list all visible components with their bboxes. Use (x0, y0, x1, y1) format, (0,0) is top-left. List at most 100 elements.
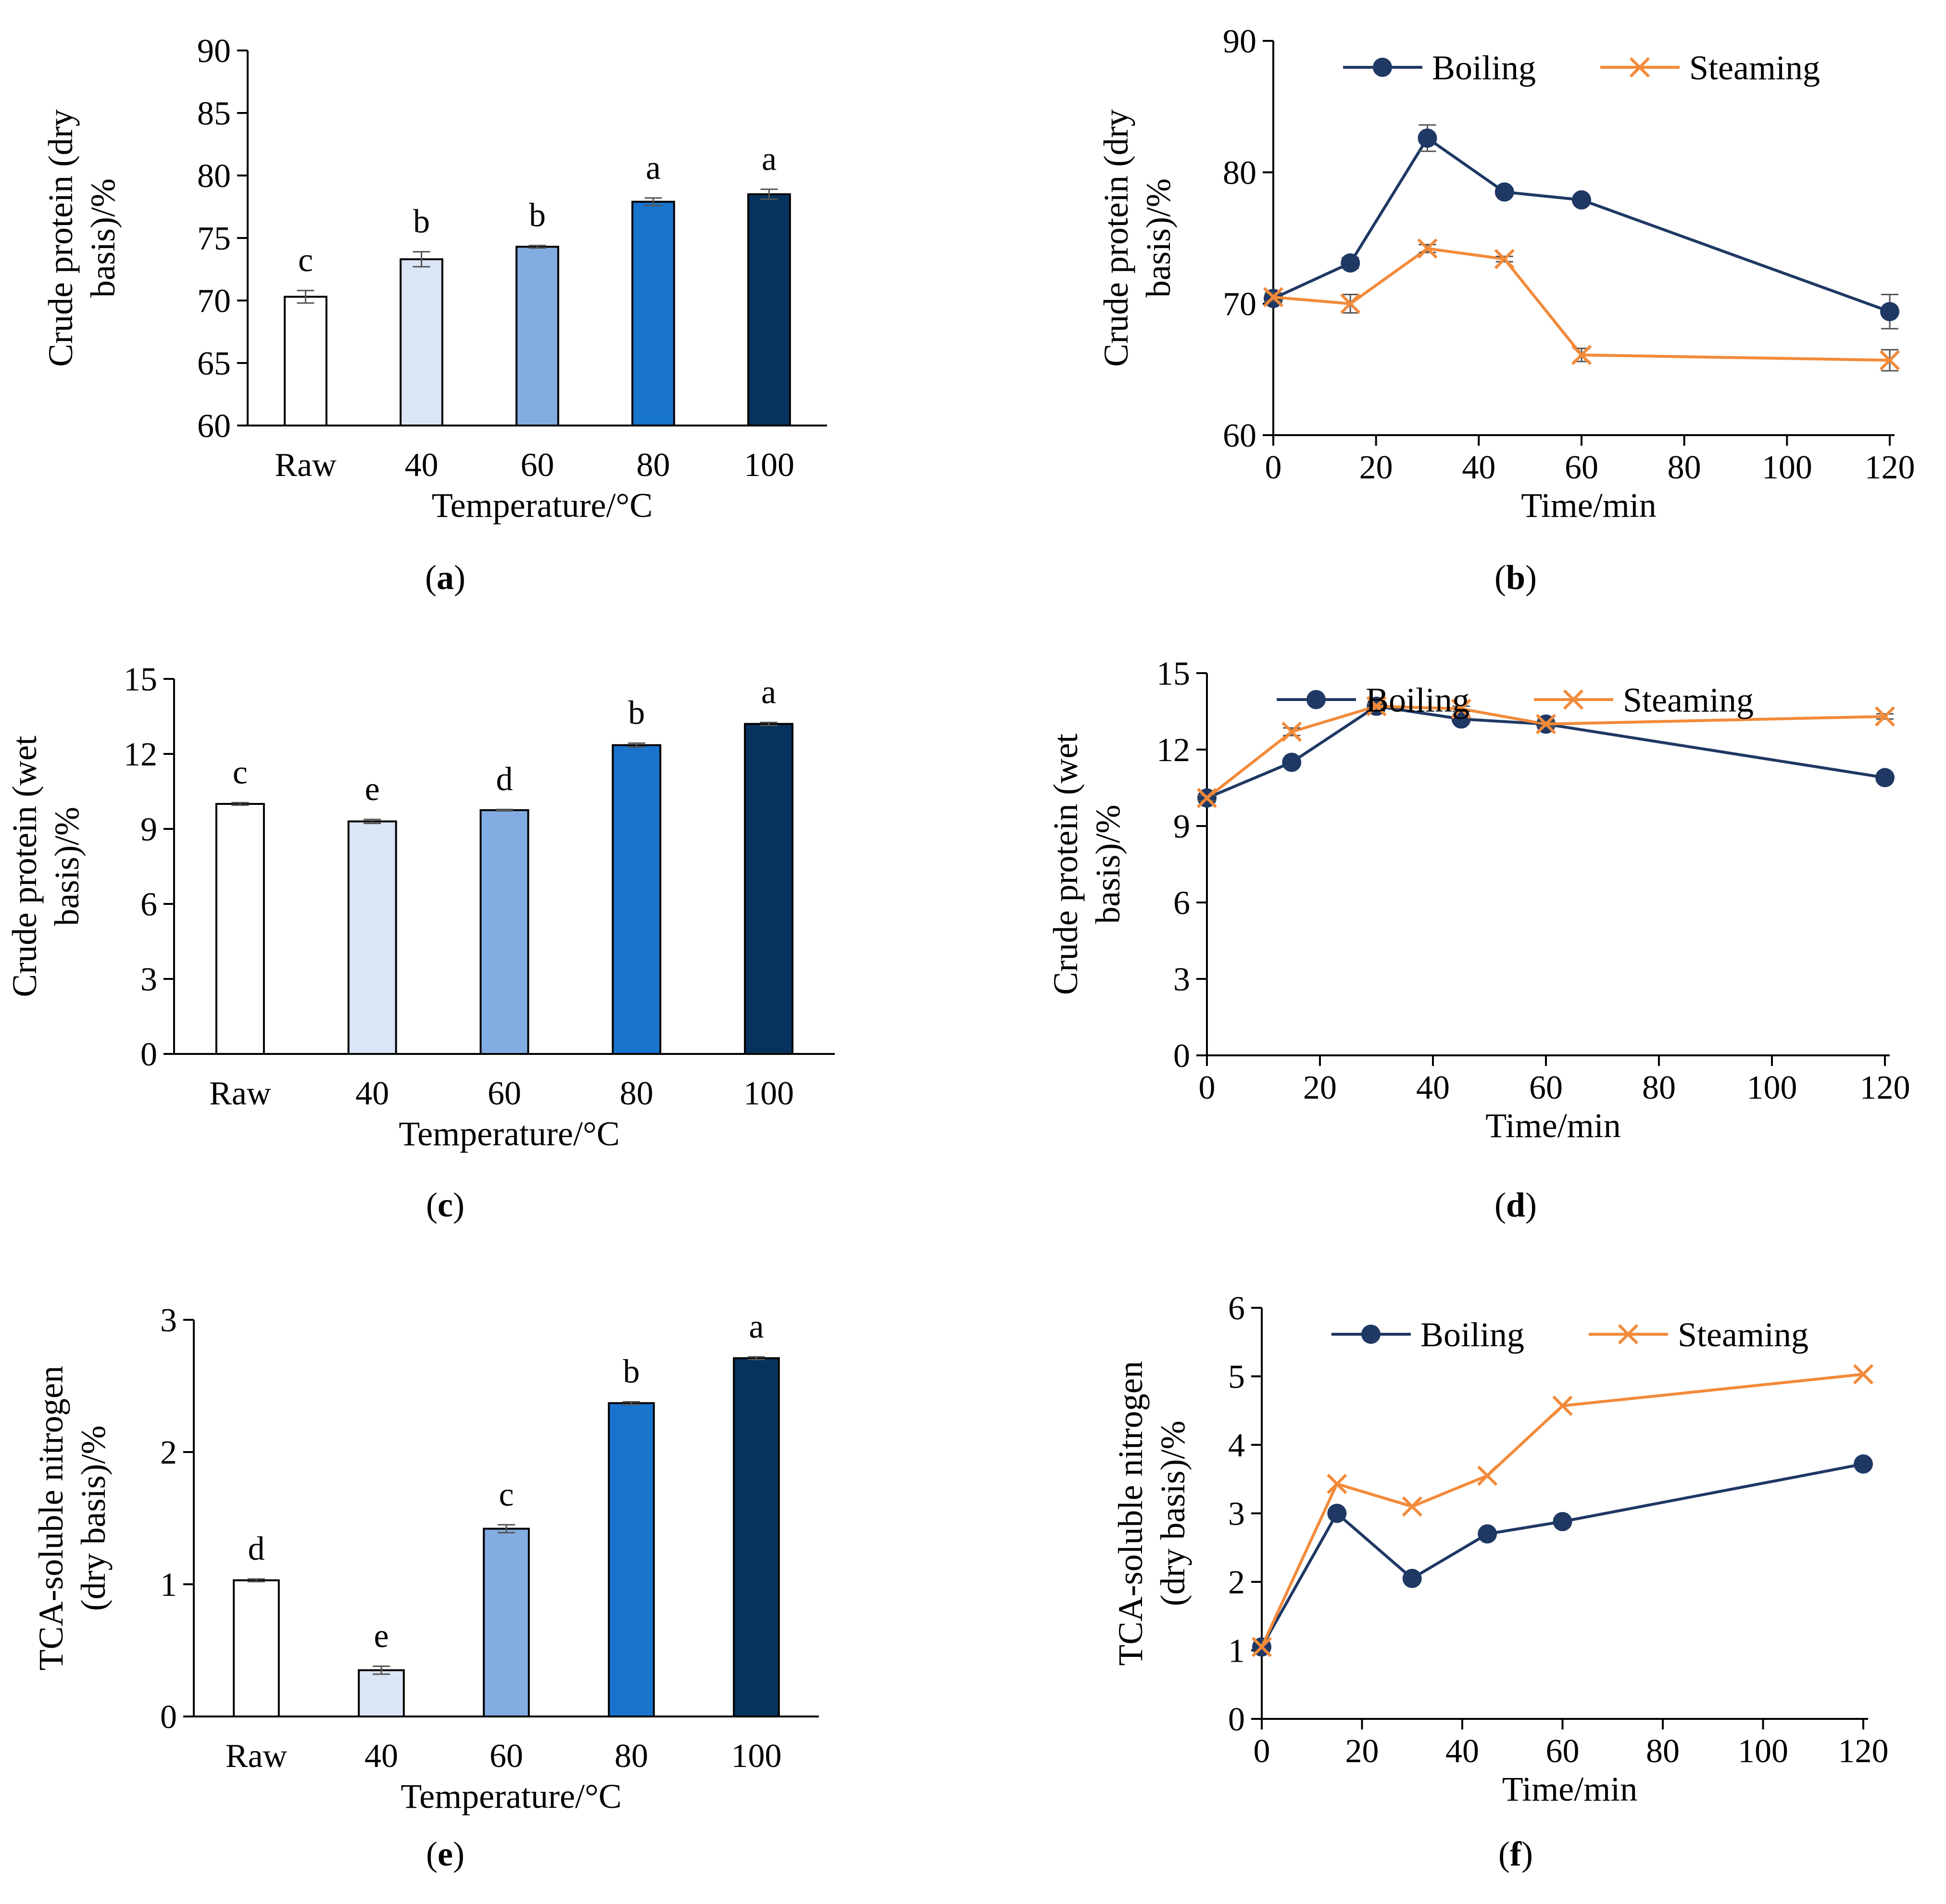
boiling-series-line (1272, 136, 1891, 313)
bar (347, 820, 397, 1055)
x-tick-label: 60 (1565, 449, 1598, 486)
x-tick-label: 100 (1747, 1069, 1797, 1106)
y-tick-label: 1 (1228, 1633, 1245, 1670)
panel-label-letter: e (438, 1835, 453, 1873)
bar (479, 809, 529, 1055)
x-tick-label: 20 (1345, 1733, 1379, 1770)
y-axis-label: Crude protein (dry basis)/% (41, 109, 122, 367)
y-tick-label: 65 (197, 345, 231, 382)
y-tick-label: 6 (140, 886, 157, 923)
significance-label: a (749, 1308, 764, 1345)
y-tick-label: 12 (124, 736, 157, 773)
panel-label: (d) (1494, 1186, 1537, 1224)
x-tick-label: 100 (731, 1738, 782, 1775)
panel-d: 0 3 6 9 12 15 Crude protein (wet basis)/% 0 20 40 6… (1046, 655, 1910, 1224)
x-axis-label: Time/min (1485, 1106, 1620, 1145)
y-tick-label: 80 (197, 158, 231, 195)
steaming-marker (1571, 345, 1592, 365)
x-tick-label: 20 (1359, 449, 1393, 486)
boiling-marker (1875, 768, 1895, 788)
y-tick-label: 2 (160, 1434, 177, 1471)
x-axis-label: Temperature/°C (399, 1115, 620, 1153)
steaming-marker (1477, 1466, 1498, 1486)
y-axis-label-line: (dry basis)/% (1154, 1421, 1192, 1606)
panel-label-letter: c (438, 1186, 453, 1224)
boiling-marker (1361, 1325, 1381, 1344)
steaming-marker (1196, 788, 1218, 808)
boiling-marker (1402, 1568, 1422, 1588)
y-tick-label: 0 (1228, 1701, 1245, 1738)
y-tick-label: 3 (1228, 1496, 1245, 1533)
bar (515, 246, 559, 426)
y-tick-label: 2 (1228, 1564, 1245, 1601)
steaming-marker (1879, 350, 1900, 371)
significance-label: e (374, 1618, 389, 1655)
steaming-marker (1563, 689, 1584, 710)
x-tick-label: 60 (521, 447, 554, 484)
panel-label-close: ) (1525, 1186, 1537, 1224)
y-axis-label-line: TCA-soluble nitrogen (1111, 1361, 1150, 1666)
steaming-series-line (1260, 1373, 1864, 1648)
x-tick-label: 100 (1762, 449, 1812, 486)
significance-label: b (628, 695, 645, 732)
significance-label: b (413, 203, 430, 240)
panel-e: 0 1 2 3 TCA-soluble nitrogen (dry basis)/% d Ra… (32, 1302, 819, 1873)
y-tick-label: 0 (1173, 1038, 1190, 1075)
steaming-marker (1251, 1637, 1272, 1657)
panel-c: 0 3 6 9 12 15 Crude protein (wet basis)/% c Raw e 4… (5, 661, 835, 1224)
bar (631, 200, 675, 426)
boiling-marker (1880, 302, 1899, 322)
x-tick-label: 0 (1199, 1069, 1216, 1106)
x-tick-label: 80 (637, 447, 670, 484)
y-tick-label: 15 (124, 661, 157, 698)
y-tick-label: 3 (1173, 961, 1190, 998)
panel-label-close: ) (453, 1835, 465, 1873)
bar (747, 193, 791, 426)
x-tick-label: 60 (490, 1738, 523, 1775)
panel-label-close: ) (1525, 558, 1537, 597)
boiling-marker (1854, 1454, 1873, 1474)
panel-label: (a) (425, 558, 465, 597)
x-tick-label: Raw (209, 1075, 271, 1112)
x-tick-label: 0 (1254, 1733, 1270, 1770)
y-tick-label: 90 (197, 33, 231, 70)
y-tick-label: 90 (1223, 23, 1256, 60)
boiling-marker (1373, 58, 1392, 77)
y-axis-label-line: basis)/% (1139, 178, 1178, 298)
steaming-marker (1552, 1395, 1573, 1416)
x-tick-label: 40 (1416, 1069, 1450, 1106)
y-tick-label: 85 (197, 95, 231, 132)
steaming-marker (1417, 238, 1438, 259)
bar (483, 1528, 530, 1717)
steaming-legend-label: Steaming (1689, 49, 1820, 87)
x-tick-label: 40 (364, 1738, 398, 1775)
y-axis-label-line: Crude protein (dry (41, 109, 80, 367)
bar (744, 723, 794, 1055)
steaming-marker (1629, 57, 1650, 78)
boiling-marker (1478, 1524, 1497, 1544)
y-axis-label-line: basis)/% (1089, 805, 1127, 924)
x-axis-label: Time/min (1502, 1770, 1637, 1808)
panel-label-letter: b (1506, 558, 1525, 597)
panel-label: (e) (426, 1835, 465, 1873)
steaming-marker (1618, 1324, 1639, 1345)
x-tick-label: 100 (743, 1075, 794, 1112)
boiling-series-line (1260, 1462, 1864, 1648)
y-tick-label: 15 (1156, 655, 1190, 692)
panel-label-close: ) (454, 558, 465, 597)
y-axis-label: TCA-soluble nitrogen (dry basis)/% (1111, 1361, 1192, 1666)
steaming-marker (1451, 699, 1471, 719)
panel-label-open: ( (425, 558, 437, 597)
steaming-marker (1494, 249, 1515, 269)
y-tick-label: 3 (140, 961, 157, 998)
bar (400, 258, 443, 426)
boiling-marker (1306, 690, 1326, 709)
x-axis-label: Temperature/°C (432, 486, 653, 525)
boiling-marker (1553, 1512, 1572, 1531)
panel-label-open: ( (1494, 558, 1506, 597)
x-tick-label: Raw (226, 1738, 288, 1775)
panel-f: 0 1 2 3 4 5 6 TCA-soluble nitrogen (dry basis)/%… (1111, 1290, 1889, 1873)
y-tick-label: 4 (1228, 1427, 1245, 1464)
significance-label: c (298, 242, 313, 279)
boiling-marker (1327, 1503, 1347, 1523)
